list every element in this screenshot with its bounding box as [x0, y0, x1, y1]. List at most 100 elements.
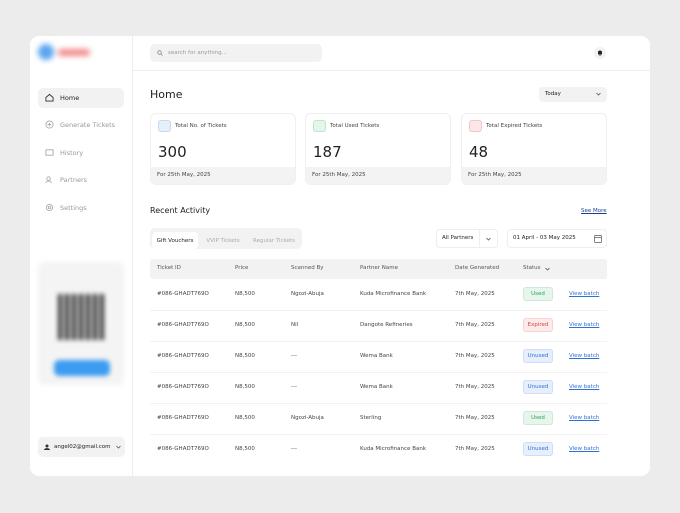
table-cell: Ngozi-Abuja — [291, 290, 324, 297]
status-badge: Used — [523, 411, 553, 425]
date-range[interactable]: 01 April - 03 May 2025 — [507, 229, 607, 248]
row-divider — [150, 309, 607, 311]
status-badge: Unused — [523, 349, 553, 363]
view-batch-link[interactable]: View batch — [569, 321, 600, 328]
stat-date: For 25th May, 2025 — [306, 167, 450, 184]
partner-select[interactable]: All Partners — [436, 229, 498, 248]
stat-card: Total No. of Tickets 300 For 25th May, 202… — [150, 113, 296, 185]
stat-value: 300 — [158, 143, 187, 161]
table-cell: N8,500 — [235, 445, 255, 452]
tab[interactable]: Regular Tickets — [253, 237, 295, 244]
view-batch-link[interactable]: View batch — [569, 383, 600, 390]
tab[interactable]: VVIP Tickets — [206, 237, 240, 244]
app-card: Home Generate Tickets History Partners S… — [30, 36, 650, 476]
date-to: 03 May 2025 — [539, 235, 576, 241]
table-cell: #086-GHADT769O — [157, 445, 209, 452]
stat-value: 48 — [469, 143, 489, 161]
partner-label: All Partners — [442, 235, 474, 241]
sort-caret[interactable] — [545, 267, 550, 271]
stat-value: 187 — [313, 143, 342, 161]
search-box[interactable]: search for anything... — [150, 44, 322, 62]
period-label: Today — [545, 91, 561, 97]
search-placeholder: search for anything... — [168, 50, 227, 56]
date-separator: - — [536, 235, 539, 241]
sidebar: Home Generate Tickets History Partners S… — [30, 36, 133, 476]
stat-icon — [469, 120, 482, 132]
view-batch-link[interactable]: View batch — [569, 445, 600, 452]
view-batch-link[interactable]: View batch — [569, 352, 600, 359]
table-cell: N8,500 — [235, 352, 255, 359]
period-select[interactable]: Today — [539, 87, 607, 102]
table-cell: #086-GHADT769O — [157, 414, 209, 421]
row-divider — [150, 371, 607, 373]
user-email: angel02@gmail.com — [54, 444, 111, 450]
table-cell: Wema Bank — [360, 352, 393, 359]
column-header: Partner Name — [360, 265, 398, 271]
column-header: Ticket ID — [157, 265, 181, 271]
status-badge: Expired — [523, 318, 553, 332]
table-cell: Ngozi-Abuja — [291, 414, 324, 421]
table-cell: --- — [291, 352, 297, 359]
table-cell: N8,500 — [235, 383, 255, 390]
table-cell: Kuda Microfinance Bank — [360, 445, 427, 452]
table-cell: #086-GHADT769O — [157, 352, 209, 359]
column-header: Date Generated — [455, 265, 500, 271]
stat-label: Total Expired Tickets — [486, 123, 543, 129]
see-more-link[interactable]: See More — [581, 208, 607, 214]
nav-item[interactable]: Settings — [38, 198, 124, 218]
tab[interactable]: Gift Vouchers — [152, 232, 198, 249]
topbar-divider — [133, 70, 650, 71]
nav-label: Generate Tickets — [60, 121, 116, 129]
table-cell: N8,500 — [235, 414, 255, 421]
stat-card: Total Used Tickets 187 For 25th May, 2025 — [305, 113, 451, 185]
page-title: Home — [150, 88, 183, 101]
stat-card: Total Expired Tickets 48 For 25th May, 202… — [461, 113, 607, 185]
stat-date: For 25th May, 2025 — [462, 167, 606, 184]
table-cell: 7th May, 2025 — [455, 290, 495, 297]
table-cell: Nil — [291, 321, 299, 328]
nav-label: Settings — [60, 204, 87, 212]
table-cell: --- — [291, 383, 297, 390]
nav-item[interactable]: Generate Tickets — [38, 115, 124, 135]
view-batch-link[interactable]: View batch — [569, 414, 600, 421]
nav-item[interactable]: Home — [38, 88, 124, 108]
nav-item[interactable]: Partners — [38, 170, 124, 190]
status-badge: Used — [523, 287, 553, 301]
promo-card — [38, 262, 124, 385]
user-menu[interactable]: angel02@gmail.com — [38, 437, 125, 457]
stat-date: For 25th May, 2025 — [151, 167, 295, 184]
column-header: Price — [235, 265, 249, 271]
row-divider — [150, 402, 607, 404]
table-cell: N8,500 — [235, 290, 255, 297]
nav-label: Partners — [60, 176, 88, 184]
table-cell: #086-GHADT769O — [157, 290, 209, 297]
row-divider — [150, 340, 607, 342]
table-cell: #086-GHADT769O — [157, 321, 209, 328]
table-cell: 7th May, 2025 — [455, 383, 495, 390]
table-header — [150, 259, 607, 279]
column-header: Scanned By — [291, 265, 324, 271]
table-cell: --- — [291, 445, 297, 452]
section-title: Recent Activity — [150, 206, 211, 215]
nav-label: History — [60, 149, 84, 157]
table-cell: 7th May, 2025 — [455, 352, 495, 359]
table-cell: 7th May, 2025 — [455, 414, 495, 421]
row-divider — [150, 433, 607, 435]
table-cell: N8,500 — [235, 321, 255, 328]
stat-label: Total Used Tickets — [330, 123, 380, 129]
table-cell: 7th May, 2025 — [455, 445, 495, 452]
table-cell: 7th May, 2025 — [455, 321, 495, 328]
stat-icon — [313, 120, 326, 132]
notification-bell[interactable] — [594, 47, 606, 59]
stat-label: Total No. of Tickets — [175, 123, 227, 129]
nav-item[interactable]: History — [38, 143, 124, 163]
view-batch-link[interactable]: View batch — [569, 290, 600, 297]
status-badge: Unused — [523, 380, 553, 394]
table-cell: Sterling — [360, 414, 382, 421]
column-header: Status — [523, 265, 541, 271]
table-cell: Wema Bank — [360, 383, 393, 390]
table-cell: #086-GHADT769O — [157, 383, 209, 390]
date-from: 01 April — [513, 235, 535, 241]
status-badge: Unused — [523, 442, 553, 456]
